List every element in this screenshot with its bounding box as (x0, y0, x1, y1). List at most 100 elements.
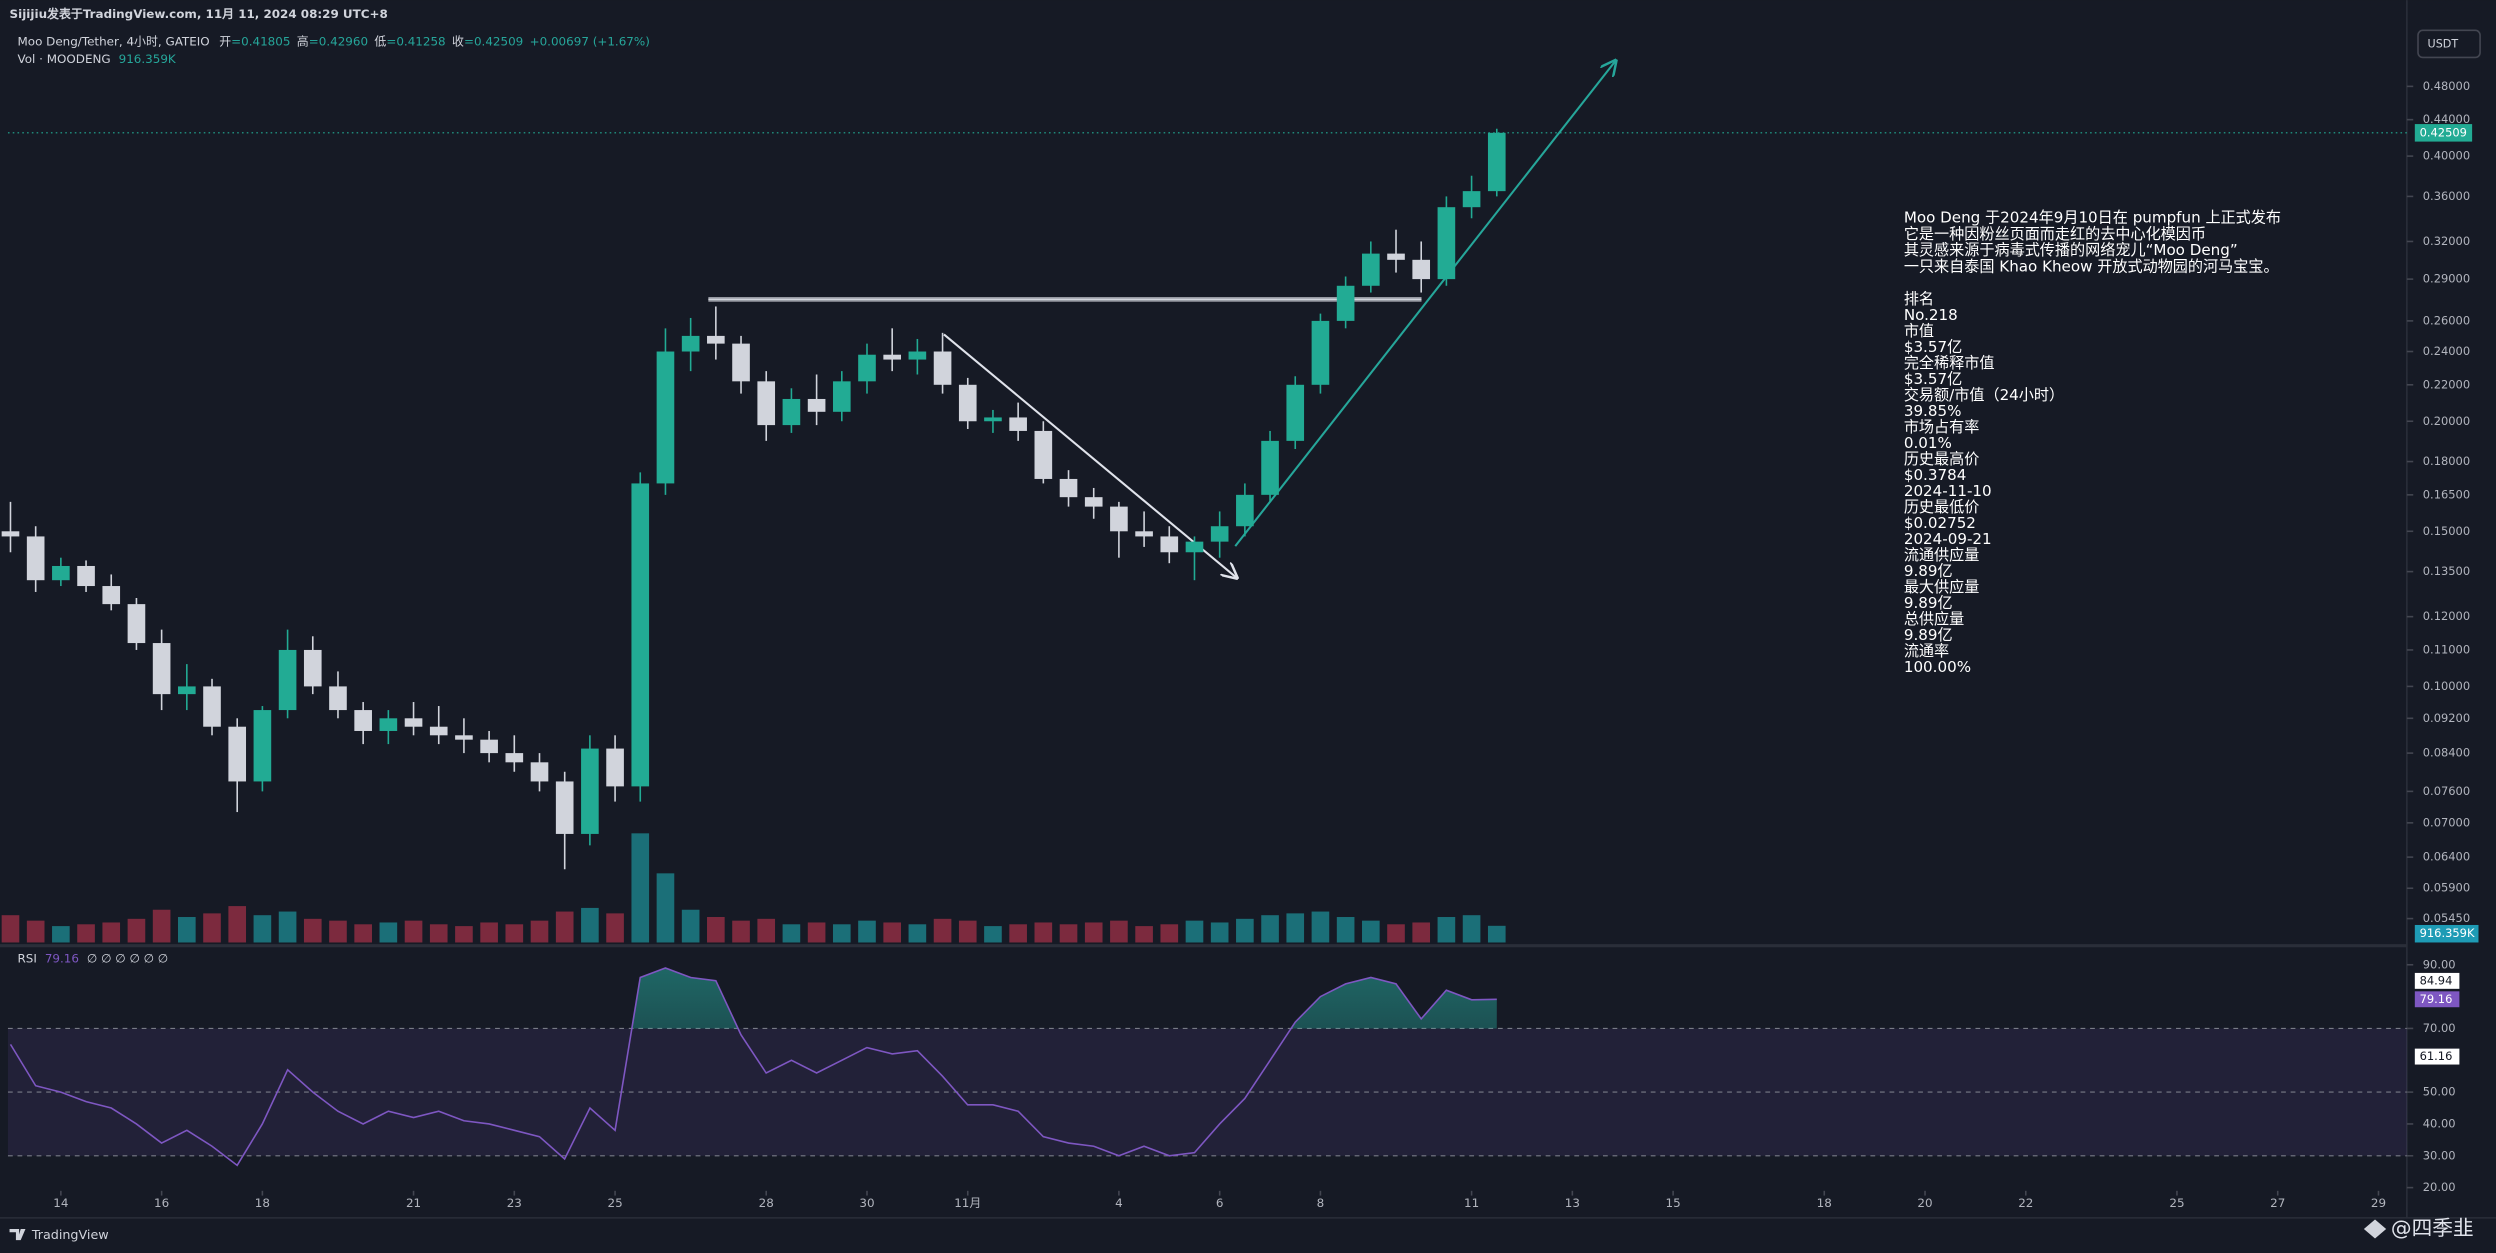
rsi-axis-label: 84.94 (2420, 973, 2453, 987)
volume-bar (329, 920, 347, 943)
candle-body (1185, 541, 1204, 553)
candle-body (1009, 417, 1027, 431)
rsi-tick-label: 90.00 (2423, 957, 2456, 971)
candle-body (1462, 191, 1481, 208)
candle-body (1412, 259, 1431, 280)
change: +0.00697 (+1.67%) (530, 34, 650, 48)
rsi-tick-label: 20.00 (2423, 1180, 2456, 1194)
volume-bar (178, 917, 196, 943)
volume-bar (530, 920, 549, 943)
volume-bar (1135, 926, 1153, 943)
ohlc-label: 高 (297, 34, 309, 48)
volume-bar (732, 920, 750, 943)
candle-body (152, 643, 171, 695)
volume-bar (1387, 924, 1405, 943)
volume-bar (1059, 924, 1078, 943)
volume-bar (1084, 922, 1103, 943)
info-stat: $3.57亿 (1904, 370, 1962, 388)
price-tick-label: 0.11000 (2423, 642, 2470, 656)
info-stat: 100.00% (1904, 658, 1971, 676)
price-tick-label: 0.40000 (2423, 149, 2470, 163)
candle-body (429, 726, 448, 736)
candle-body (354, 710, 372, 731)
candle-body (480, 739, 498, 754)
volume-bar (631, 833, 650, 943)
rsi-tick-label: 40.00 (2423, 1116, 2456, 1130)
volume-bar (1437, 917, 1456, 943)
candle-body (732, 343, 750, 382)
candle-body (530, 762, 549, 782)
info-stat: $0.3784 (1904, 466, 1966, 484)
price-tick-label: 0.09200 (2423, 711, 2470, 725)
candle-body (455, 735, 473, 740)
time-tick-label: 8 (1317, 1196, 1325, 1210)
candle-body (1336, 285, 1355, 321)
time-tick-label: 13 (1565, 1196, 1580, 1210)
volume-bar (480, 922, 498, 943)
candle-body (1387, 253, 1405, 260)
rsi-last-label: 79.16 (2420, 992, 2453, 1006)
volume-bar (832, 924, 851, 943)
candle-body (933, 351, 952, 385)
symbol-legend: Moo Deng/Tether, 4小时, GATEIO 开=0.41805 高=0… (18, 34, 650, 48)
volume-bar (52, 926, 70, 943)
candle-body (656, 351, 675, 484)
volume-bar (757, 918, 776, 943)
candle-body (782, 398, 801, 426)
ohlc-value: =0.41805 (231, 34, 290, 48)
info-stat: 历史最高价 (1904, 450, 1980, 468)
volume-bar (1336, 917, 1355, 943)
time-tick-label: 29 (2371, 1196, 2386, 1210)
rsi-name: RSI (18, 951, 37, 965)
info-stat: 39.85% (1904, 402, 1962, 420)
volume-bar (379, 922, 398, 943)
candle-body (707, 335, 725, 344)
info-description: 一只来自泰国 Khao Kheow 开放式动物园的河马宝宝。 (1904, 257, 2279, 275)
volume-bar (606, 913, 624, 943)
info-stat: 总供应量 (1904, 610, 1964, 628)
volume-value: 916.359K (119, 52, 177, 66)
publisher: Sijijiu发表于TradingView.com, 11月 11, 2024 … (10, 7, 388, 21)
time-tick-label: 27 (2270, 1196, 2285, 1210)
rsi-axis-box (2414, 1048, 2460, 1065)
candle-body (606, 748, 624, 787)
volume-bar (152, 909, 171, 943)
time-tick-label: 18 (1817, 1196, 1832, 1210)
volume-bar (656, 873, 675, 943)
price-tick-label: 0.05450 (2423, 911, 2470, 925)
price-tick-label: 0.26000 (2423, 313, 2470, 327)
watermark: @四季韭 (2391, 1216, 2474, 1240)
candle-body (1311, 320, 1330, 385)
volume-bar (581, 907, 599, 943)
currency-label[interactable]: USDT (2428, 38, 2459, 51)
candle-body (858, 354, 876, 382)
currency-button[interactable] (2417, 29, 2481, 59)
volume-bar (505, 924, 524, 943)
candle-body (228, 726, 247, 782)
candle-body (807, 398, 826, 412)
volume-bar (253, 915, 272, 943)
time-tick-label: 16 (154, 1196, 169, 1210)
time-tick-label: 22 (2018, 1196, 2033, 1210)
brand: TradingView (31, 1228, 109, 1243)
time-tick-label: 11 (1464, 1196, 1479, 1210)
symbol: Moo Deng/Tether, 4小时, GATEIO (18, 34, 210, 48)
candle-body (203, 686, 221, 727)
candle-body (303, 649, 322, 687)
info-stat: 流通率 (1904, 642, 1949, 660)
info-stat: 9.89亿 (1904, 626, 1953, 644)
time-tick-label: 30 (859, 1196, 874, 1210)
candle-body (178, 686, 196, 695)
rsi-tick-label: 30.00 (2423, 1148, 2456, 1162)
volume-bar (354, 924, 372, 943)
candle-body (1236, 494, 1254, 527)
candle-body (127, 604, 146, 644)
candle-body (631, 483, 650, 787)
candle-body (1059, 478, 1078, 498)
candle-body (253, 710, 272, 782)
price-tick-label: 0.12000 (2423, 609, 2470, 623)
info-stat: 流通供应量 (1904, 546, 1980, 564)
